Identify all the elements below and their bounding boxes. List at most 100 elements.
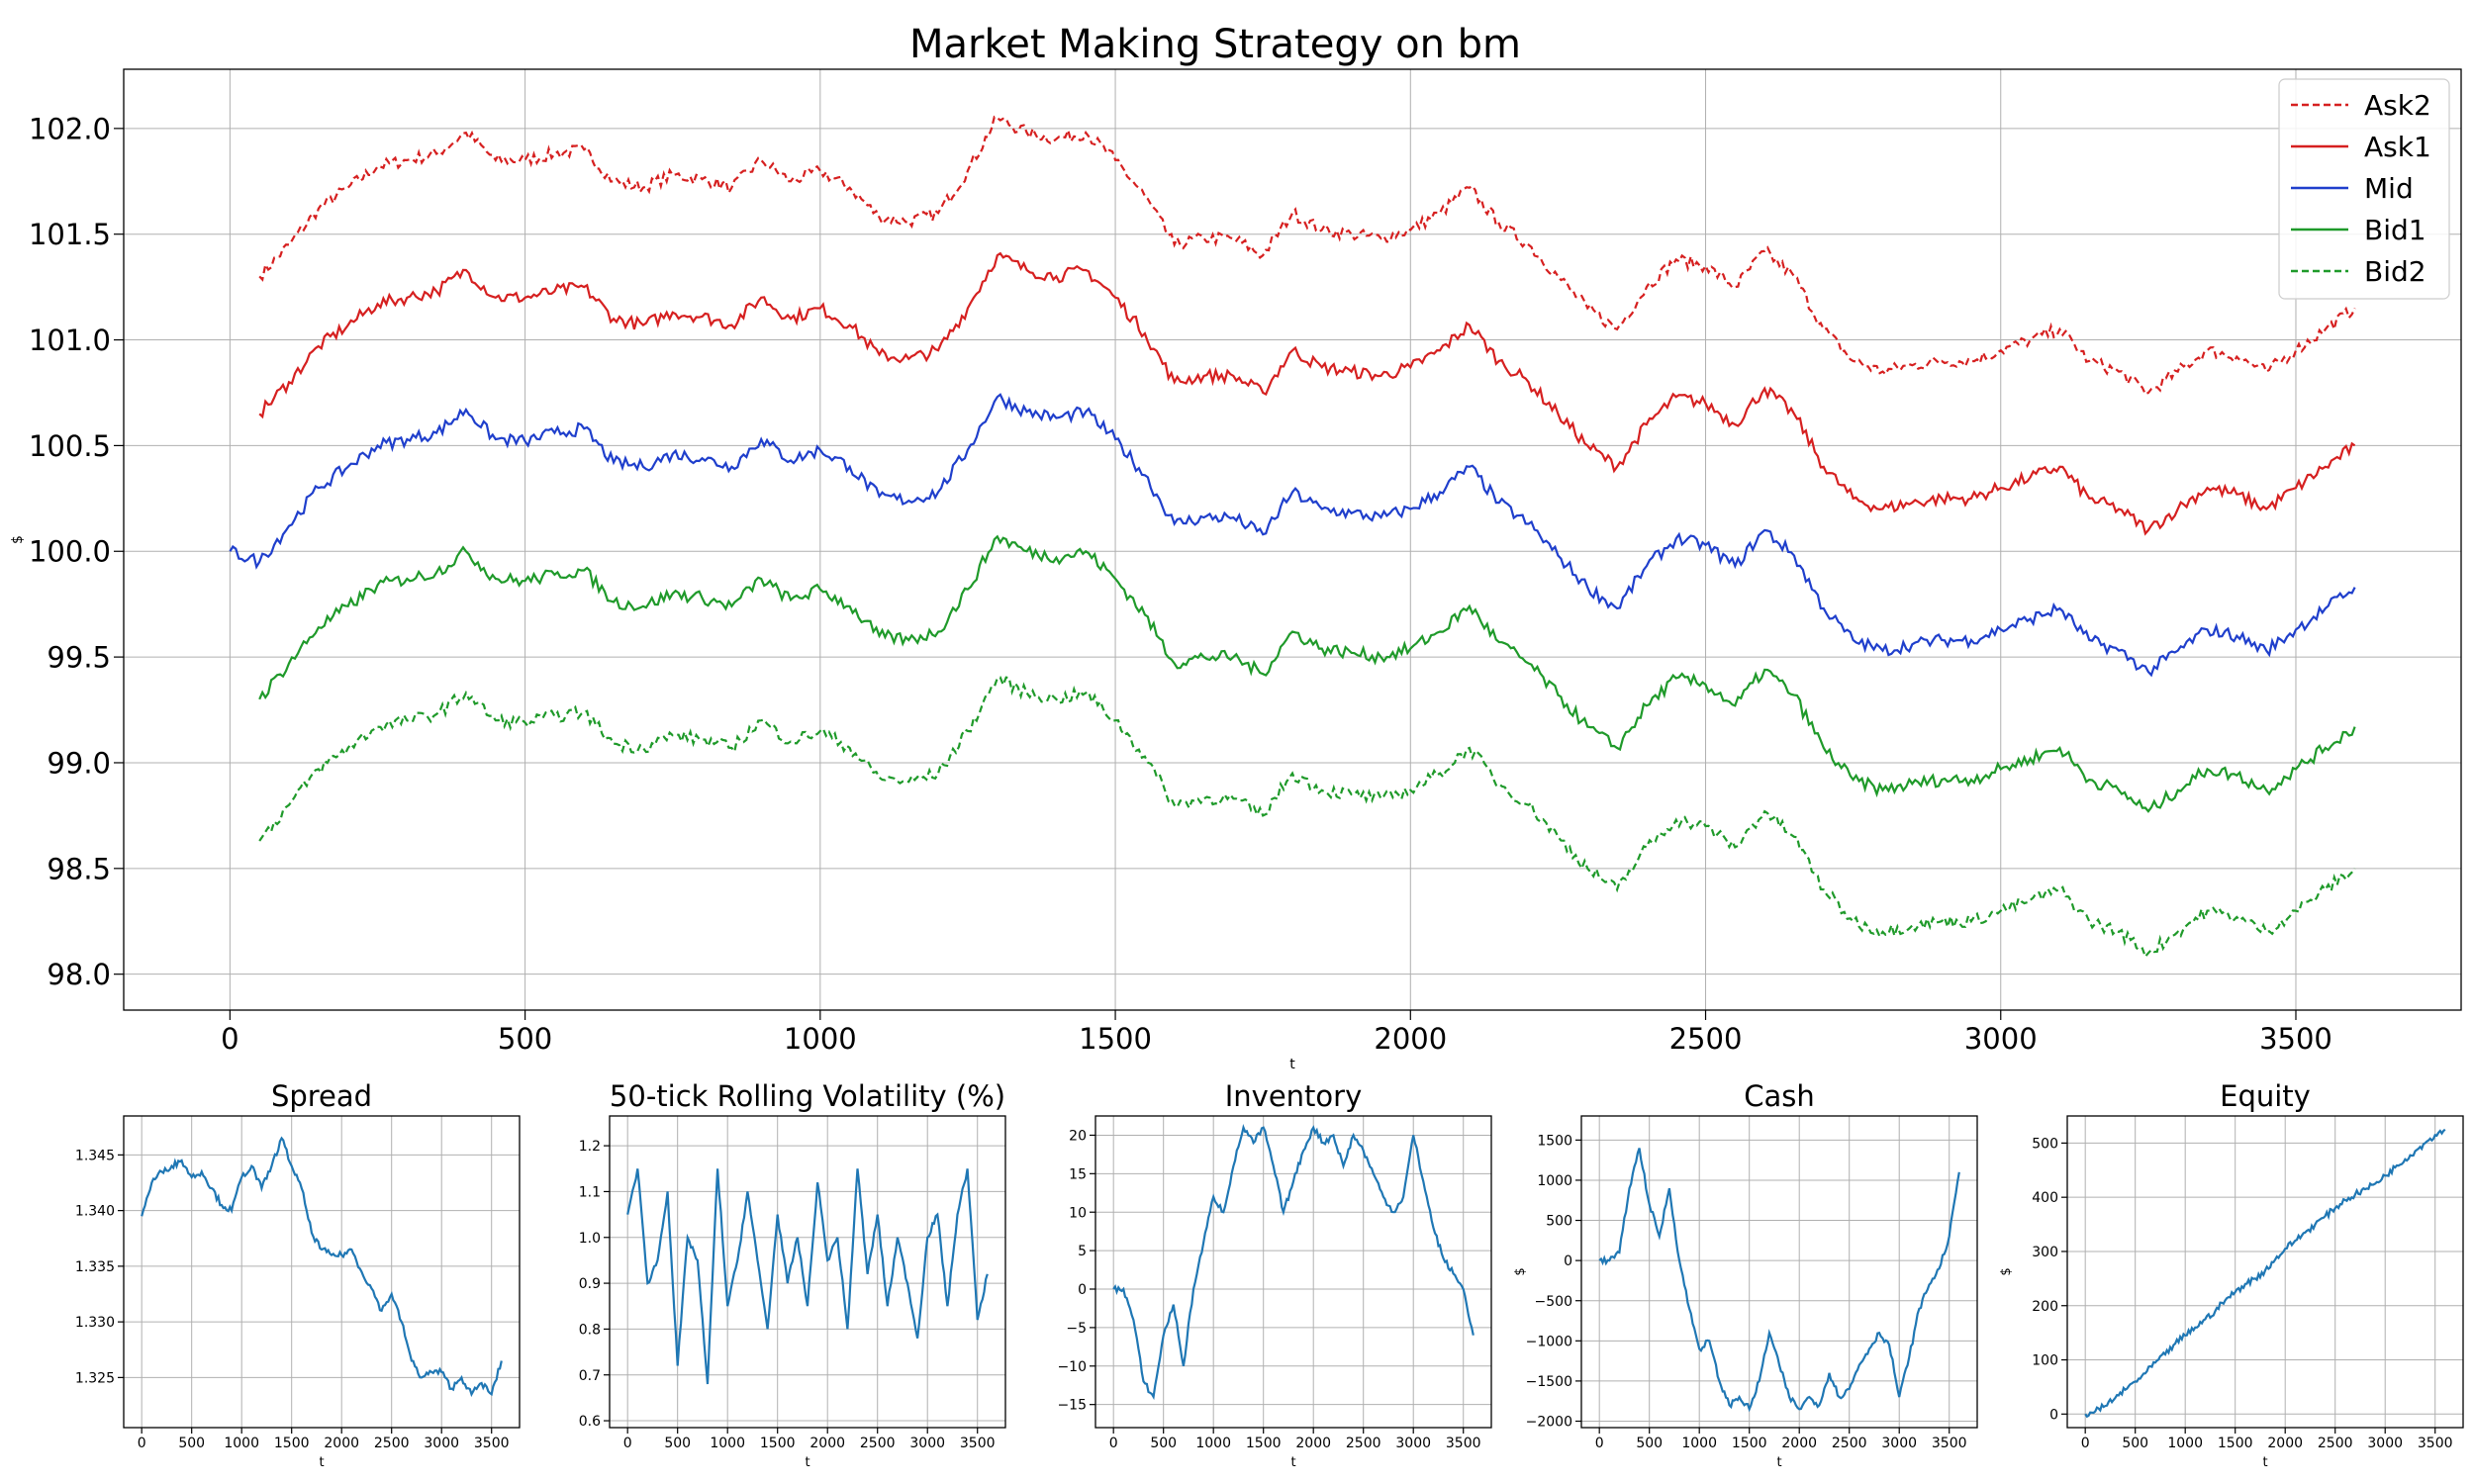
- y-tick-label: 20: [1069, 1128, 1087, 1144]
- x-tick-label: 1500: [1079, 1022, 1152, 1056]
- y-tick-label: 1.325: [75, 1370, 115, 1386]
- y-tick-label: 1.330: [75, 1315, 115, 1331]
- y-tick-label: 0: [1078, 1282, 1087, 1298]
- y-tick-label: 1000: [1537, 1173, 1572, 1189]
- y-tick-label: 99.0: [47, 746, 111, 780]
- legend-label: Ask1: [2364, 131, 2431, 163]
- legend-label: Ask2: [2364, 89, 2431, 122]
- series-line-mid: [229, 393, 2356, 678]
- x-tick-label: 2000: [1374, 1022, 1447, 1056]
- x-tick-label: 3500: [1446, 1436, 1481, 1451]
- y-tick-label: 1.340: [75, 1204, 115, 1220]
- y-tick-label: 98.5: [47, 852, 111, 885]
- panel-title: Cash: [1744, 1079, 1815, 1113]
- x-tick-label: 2000: [324, 1436, 359, 1451]
- y-tick-label: 5: [1078, 1244, 1087, 1259]
- y-tick-label: 1.335: [75, 1259, 115, 1275]
- legend-item-bid1: Bid1: [2291, 214, 2426, 246]
- series-line-spread: [141, 1136, 503, 1398]
- plot-frame: [2066, 1115, 2464, 1429]
- legend-label: Mid: [2364, 172, 2414, 205]
- x-axis-label: t: [1290, 1455, 1295, 1470]
- x-tick-label: 1500: [274, 1436, 310, 1451]
- main-chart-title: Market Making Strategy on bm: [909, 22, 1521, 67]
- plot-frame: [123, 1115, 521, 1429]
- x-axis-label: t: [2262, 1455, 2267, 1470]
- y-tick-label: −15: [1057, 1398, 1087, 1414]
- x-tick-label: 0: [221, 1022, 238, 1056]
- main-chart: 0 500 1000 1500 2000 2500 3000 3500 98.0 98.5 99.0…: [10, 68, 2462, 1072]
- x-tick-label: 2000: [2267, 1436, 2303, 1451]
- x-tick-label: 3000: [424, 1436, 459, 1451]
- y-tick-label: 500: [1546, 1214, 1572, 1230]
- y-axis-label: $: [10, 535, 26, 544]
- y-tick-label: 200: [2032, 1299, 2058, 1315]
- x-tick-label: 500: [2122, 1436, 2148, 1451]
- x-tick-label: 3500: [474, 1436, 510, 1451]
- panel-spread: 0 500 1000 1500 2000 2500 3000 3500 1.325 1.330 1.…: [75, 1079, 521, 1470]
- legend-item-bid2: Bid2: [2291, 255, 2426, 288]
- series-line-bid2: [258, 676, 2356, 960]
- legend-item-ask1: Ask1: [2291, 131, 2431, 163]
- series-line-inventory: [1112, 1124, 1475, 1401]
- x-tick-label: 2000: [809, 1436, 845, 1451]
- x-axis-label: t: [319, 1455, 324, 1470]
- plot-frame: [609, 1115, 1006, 1429]
- y-tick-label: 101.0: [29, 324, 111, 357]
- x-tick-label: 3000: [909, 1436, 945, 1451]
- y-tick-label: 102.0: [29, 112, 111, 145]
- x-tick-label: 2500: [1346, 1436, 1381, 1451]
- y-tick-label: 15: [1069, 1166, 1087, 1182]
- panel-equity: 0 500 1000 1500 2000 2500 3000 3500 0 100 200 300 40…: [1999, 1079, 2464, 1470]
- x-tick-label: 500: [1150, 1436, 1177, 1451]
- y-tick-label: 0.8: [579, 1322, 601, 1338]
- x-tick-label: 3500: [2259, 1022, 2332, 1056]
- y-tick-label: 1.1: [579, 1184, 601, 1200]
- plot-frame: [1094, 1115, 1492, 1429]
- y-tick-label: 98.0: [47, 958, 111, 991]
- x-tick-label: 0: [138, 1436, 146, 1451]
- y-tick-label: 100: [2032, 1353, 2058, 1369]
- x-tick-label: 0: [623, 1436, 632, 1451]
- x-tick-label: 3000: [1395, 1436, 1431, 1451]
- chart-legend: Ask2 Ask1 Mid Bid1 Bid2: [2278, 78, 2450, 300]
- panel-title: Inventory: [1225, 1079, 1363, 1113]
- y-tick-label: 101.5: [29, 218, 111, 251]
- y-tick-label: 400: [2032, 1190, 2058, 1206]
- y-tick-label: 300: [2032, 1245, 2058, 1260]
- panel-title: 50-tick Rolling Volatility (%): [610, 1079, 1005, 1113]
- y-tick-label: 500: [2032, 1136, 2058, 1152]
- x-tick-label: 1500: [1246, 1436, 1282, 1451]
- x-tick-label: 2500: [860, 1436, 896, 1451]
- x-axis-label: t: [805, 1455, 809, 1470]
- y-tick-label: −1500: [1526, 1374, 1572, 1390]
- x-tick-label: 2500: [1669, 1022, 1743, 1056]
- legend-label: Bid1: [2364, 214, 2426, 246]
- y-tick-label: 0.6: [579, 1414, 601, 1430]
- series-line-equity: [2084, 1128, 2446, 1419]
- y-tick-label: 1.2: [579, 1139, 601, 1155]
- x-tick-label: 2500: [1832, 1436, 1867, 1451]
- x-tick-label: 500: [178, 1436, 205, 1451]
- x-axis-label: t: [1289, 1057, 1295, 1072]
- x-tick-label: 0: [1109, 1436, 1118, 1451]
- x-tick-label: 1000: [1195, 1436, 1231, 1451]
- x-tick-label: 1500: [1732, 1436, 1767, 1451]
- y-tick-label: 0: [2049, 1407, 2058, 1423]
- x-tick-label: 2500: [2318, 1436, 2353, 1451]
- y-tick-label: 10: [1069, 1205, 1087, 1221]
- series-line-ask2: [258, 115, 2356, 396]
- x-tick-label: 1000: [2167, 1436, 2203, 1451]
- series-line-bid1: [258, 534, 2356, 813]
- y-tick-label: −1000: [1526, 1334, 1572, 1349]
- x-tick-label: 1000: [224, 1436, 259, 1451]
- series-line-cash: [1598, 1148, 1960, 1413]
- main-plot: 0 500 1000 1500 2000 2500 3000 3500 98.0 98.5 99.0…: [10, 68, 2462, 1072]
- x-tick-label: 0: [2081, 1436, 2090, 1451]
- x-tick-label: 500: [1636, 1436, 1663, 1451]
- plot-frame: [1580, 1115, 1978, 1429]
- x-tick-label: 2500: [374, 1436, 410, 1451]
- small-charts: 0 500 1000 1500 2000 2500 3000 35001.3251.3301.…: [75, 1079, 2464, 1470]
- y-tick-label: 0.9: [579, 1276, 601, 1292]
